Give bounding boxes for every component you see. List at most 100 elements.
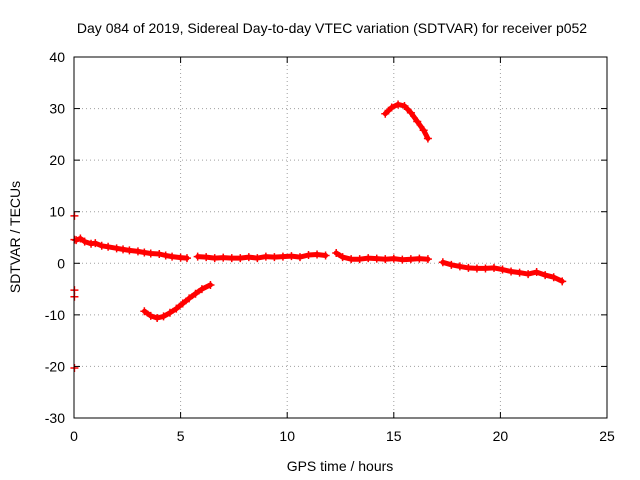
data-point xyxy=(244,253,253,262)
grid-lines xyxy=(74,57,607,418)
data-point xyxy=(261,252,270,261)
data-point xyxy=(394,100,403,109)
data-point xyxy=(191,289,200,298)
data-point xyxy=(498,265,507,274)
data-point xyxy=(146,249,155,258)
data-point xyxy=(202,253,211,262)
data-point xyxy=(159,312,168,321)
data-point xyxy=(464,263,473,272)
data-point xyxy=(364,254,373,263)
data-point xyxy=(197,285,206,294)
y-tick-label: -10 xyxy=(45,307,65,323)
data-point xyxy=(206,280,215,289)
data-point xyxy=(185,294,194,303)
series-band xyxy=(73,236,190,261)
data-point xyxy=(155,250,164,259)
data-point xyxy=(387,103,396,112)
plot-frame xyxy=(73,56,608,419)
data-point xyxy=(112,244,121,253)
data-point xyxy=(413,117,422,126)
y-ticks: -30 -20 -10 0 10 20 30 40 xyxy=(45,49,607,426)
x-axis-label: GPS time / hours xyxy=(287,458,394,474)
y-axis-label: SDTVAR / TECUs xyxy=(7,181,23,293)
data-point xyxy=(490,263,499,272)
data-point xyxy=(270,253,279,262)
x-tick-label: 15 xyxy=(386,428,402,444)
data-point xyxy=(178,299,187,308)
data-point xyxy=(455,262,464,271)
data-point xyxy=(389,254,398,263)
data-point xyxy=(210,254,219,263)
data-point xyxy=(146,311,155,320)
series-main-track-2 xyxy=(193,250,330,263)
series-negative-arc xyxy=(140,280,215,322)
series-main-track-1 xyxy=(72,234,191,263)
data-point xyxy=(481,264,490,273)
x-tick-label: 5 xyxy=(177,428,185,444)
data-point xyxy=(372,254,381,263)
data-point xyxy=(472,264,481,273)
data-series xyxy=(70,100,567,372)
data-point xyxy=(447,260,456,269)
data-point xyxy=(507,267,516,276)
data-point xyxy=(515,268,524,277)
data-point xyxy=(558,277,567,286)
data-point xyxy=(347,255,356,264)
data-point xyxy=(182,254,191,263)
data-point xyxy=(253,254,262,263)
series-main-track-3 xyxy=(332,248,432,264)
y-tick-label: 30 xyxy=(49,101,65,117)
data-point xyxy=(168,252,177,261)
data-point xyxy=(398,255,407,264)
x-tick-label: 0 xyxy=(70,428,78,444)
data-point xyxy=(338,253,347,262)
data-point xyxy=(549,273,558,282)
data-point xyxy=(91,239,100,248)
y-tick-label: -20 xyxy=(45,358,65,374)
data-point xyxy=(227,254,236,263)
y-tick-label: 0 xyxy=(57,255,65,271)
data-point xyxy=(423,134,432,143)
x-tick-label: 25 xyxy=(599,428,615,444)
data-point xyxy=(76,234,85,243)
data-point xyxy=(133,247,142,256)
data-point xyxy=(400,101,409,110)
data-point xyxy=(415,254,424,263)
data-point xyxy=(172,304,181,313)
data-point xyxy=(125,246,134,255)
chart-title: Day 084 of 2019, Sidereal Day-to-day VTE… xyxy=(77,20,587,36)
data-point xyxy=(140,248,149,257)
data-point xyxy=(140,307,149,316)
data-point xyxy=(423,255,432,264)
data-point xyxy=(161,251,170,260)
data-point xyxy=(406,255,415,264)
data-point xyxy=(295,253,304,262)
data-point xyxy=(321,251,330,260)
y-tick-label: 10 xyxy=(49,204,65,220)
x-tick-label: 10 xyxy=(279,428,295,444)
x-tick-label: 20 xyxy=(493,428,509,444)
data-point xyxy=(304,251,313,260)
data-point xyxy=(219,253,228,262)
x-ticks: 0 5 10 15 20 25 xyxy=(70,57,615,444)
data-point xyxy=(104,242,113,251)
data-point xyxy=(332,248,341,257)
data-point xyxy=(97,241,106,250)
data-point xyxy=(80,237,89,246)
data-point xyxy=(438,258,447,267)
series-band xyxy=(141,282,213,321)
data-point xyxy=(381,255,390,264)
data-point xyxy=(532,268,541,277)
data-point xyxy=(406,108,415,117)
y-tick-label: 20 xyxy=(49,152,65,168)
data-point xyxy=(165,308,174,317)
data-point xyxy=(381,109,390,118)
data-point xyxy=(287,252,296,261)
data-point xyxy=(541,271,550,280)
data-point xyxy=(419,126,428,135)
data-point xyxy=(313,250,322,259)
data-point xyxy=(355,255,364,264)
y-tick-label: -30 xyxy=(45,410,65,426)
series-band xyxy=(195,252,329,261)
